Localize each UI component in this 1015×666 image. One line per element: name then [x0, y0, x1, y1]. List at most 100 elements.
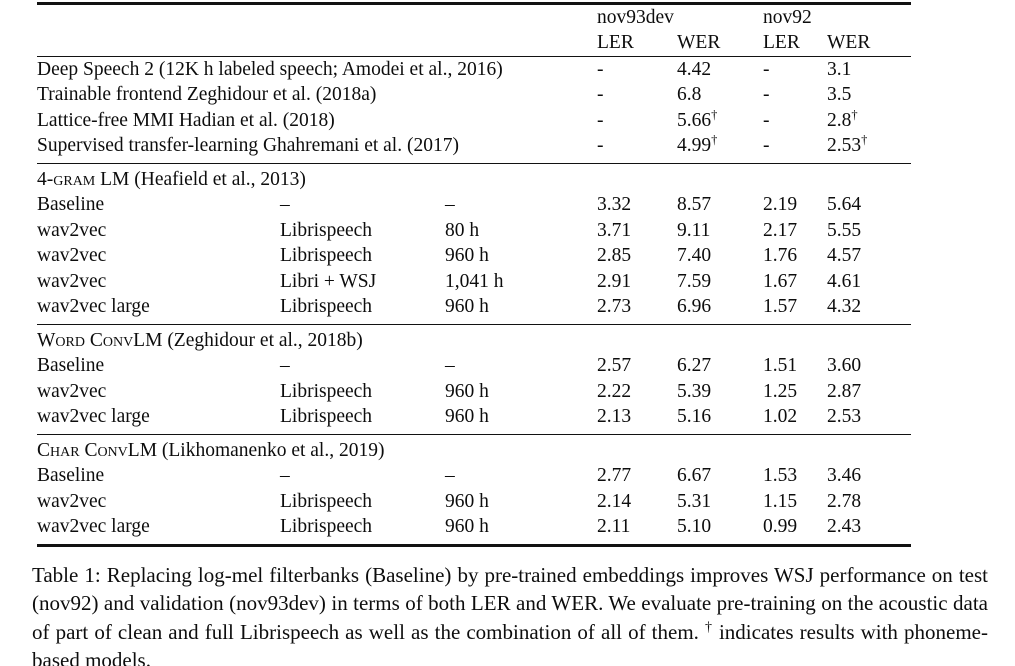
cell-hours: 960 h — [445, 245, 489, 266]
cell-wer-test: 4.57 — [827, 245, 862, 266]
dagger-superscript: † — [851, 107, 858, 121]
section-header-4gram-lm: 4-gram LM (Heafield et al., 2013) — [37, 162, 911, 193]
cell-model: wav2vec — [37, 490, 107, 512]
section-4gram-lm: 4-gram LM (Heafield et al., 2013) Baseli… — [37, 162, 911, 324]
value: 6.8 — [677, 84, 702, 105]
cell-data: Librispeech — [280, 380, 373, 402]
cell-wer-test: 2.53† — [827, 132, 911, 164]
cell-ler-dev: - — [597, 109, 604, 131]
dagger-superscript: † — [861, 132, 868, 147]
cell-ler-test: 2.17 — [763, 219, 798, 241]
cell-ler-test: 1.02 — [763, 406, 798, 427]
cell-ler-dev: 2.85 — [597, 245, 632, 266]
cell-model: Deep Speech 2 (12K h labeled speech; Amo… — [37, 58, 503, 80]
cell-ler-dev: 2.57 — [597, 355, 632, 376]
dagger-superscript: † — [711, 132, 718, 147]
table-caption: Table 1: Replacing log-mel filterbanks (… — [32, 561, 988, 666]
empty-header-cell — [37, 4, 597, 31]
cell-model: Baseline — [37, 355, 105, 376]
cell-hours: – — [445, 465, 455, 486]
cell-wer-dev: 7.59 — [677, 270, 712, 292]
cell-wer-test: 5.64 — [827, 194, 862, 215]
cell-wer-dev: 6.27 — [677, 355, 712, 376]
cell-wer-test: 4.32 — [827, 296, 862, 317]
cell-ler-test: 1.51 — [763, 355, 798, 376]
table-row: Deep Speech 2 (12K h labeled speech; Amo… — [37, 57, 911, 83]
value: 2.8 — [827, 109, 852, 131]
caption-text-before-dagger: Table 1: Replacing log-mel filterbanks (… — [32, 562, 988, 644]
value: 2.53 — [827, 135, 862, 156]
cell-data: Librispeech — [280, 406, 373, 427]
section-header-char-convlm: Char ConvLM (Likhomanenko et al., 2019) — [37, 433, 911, 464]
section-header-row: Word ConvLM (Zeghidour et al., 2018b) — [37, 323, 911, 354]
cell-wer-test: 2.78 — [827, 490, 862, 512]
cell-wer-dev: 5.66† — [677, 108, 763, 134]
cell-data: – — [280, 465, 290, 486]
cell-wer-test: 3.1 — [827, 57, 911, 83]
cell-model: Trainable frontend Zeghidour et al. (201… — [37, 84, 377, 105]
cell-hours: 960 h — [445, 516, 489, 537]
cell-model: wav2vec — [37, 380, 107, 402]
cell-wer-dev: 7.40 — [677, 245, 712, 266]
section-name: Char ConvLM — [37, 439, 158, 461]
cell-hours: – — [445, 355, 455, 376]
cell-model: wav2vec — [37, 219, 107, 241]
cell-ler-dev: 3.32 — [597, 194, 632, 215]
cell-model: wav2vec large — [37, 406, 150, 427]
cell-data: Librispeech — [280, 516, 373, 537]
table-header: nov93dev nov92 LER WER LER WER — [37, 4, 911, 57]
cell-model: wav2vec large — [37, 516, 150, 537]
cell-ler-test: - — [763, 135, 770, 156]
table-row: wav2vec Librispeech 960 h 2.22 5.39 1.25… — [37, 379, 911, 405]
cell-wer-dev: 5.10 — [677, 516, 712, 537]
section-header-row: Char ConvLM (Likhomanenko et al., 2019) — [37, 433, 911, 464]
cell-ler-dev: - — [597, 135, 604, 156]
section-citation: (Heafield et al., 2013) — [134, 168, 306, 190]
cell-wer-test: 3.60 — [827, 355, 862, 376]
results-table: nov93dev nov92 LER WER LER WER Deep Spee… — [37, 2, 911, 547]
section-name: 4-gram LM — [37, 168, 130, 190]
section-header-row: 4-gram LM (Heafield et al., 2013) — [37, 162, 911, 193]
cell-wer-dev: 6.67 — [677, 465, 712, 486]
cell-ler-dev: - — [597, 84, 604, 105]
table-row: wav2vec Librispeech 960 h 2.14 5.31 1.15… — [37, 489, 911, 515]
cell-ler-dev: 2.91 — [597, 270, 632, 292]
cell-data: Librispeech — [280, 490, 373, 512]
cell-ler-dev: 2.73 — [597, 296, 632, 317]
dagger-superscript: † — [711, 107, 718, 121]
cell-ler-dev: 2.77 — [597, 465, 632, 486]
value: 5.66 — [677, 109, 712, 131]
cell-ler-test: 1.53 — [763, 465, 798, 486]
col-group-nov92: nov92 — [763, 6, 812, 28]
table-row: Baseline – – 2.57 6.27 1.51 3.60 — [37, 354, 911, 380]
col-group-nov93dev: nov93dev — [597, 6, 674, 28]
table-row: Trainable frontend Zeghidour et al. (201… — [37, 83, 911, 109]
table-row: wav2vec large Librispeech 960 h 2.11 5.1… — [37, 515, 911, 546]
col-header-wer-test: WER — [827, 30, 911, 57]
cell-hours: 960 h — [445, 490, 489, 512]
cell-wer-test: 2.8† — [827, 108, 911, 134]
cell-wer-dev: 5.31 — [677, 490, 712, 512]
column-header-row: LER WER LER WER — [37, 30, 911, 57]
table-row: wav2vec Libri + WSJ 1,041 h 2.91 7.59 1.… — [37, 269, 911, 295]
cell-ler-dev: 3.71 — [597, 219, 632, 241]
cell-wer-test: 3.46 — [827, 465, 862, 486]
cell-wer-dev: 4.42 — [677, 57, 763, 83]
section-char-convlm: Char ConvLM (Likhomanenko et al., 2019) … — [37, 433, 911, 546]
cell-ler-test: - — [763, 58, 770, 80]
value: 4.42 — [677, 58, 712, 80]
cell-model: wav2vec — [37, 270, 107, 292]
cell-wer-test: 5.55 — [827, 219, 862, 241]
cell-data: – — [280, 355, 290, 376]
cell-wer-test: 2.53 — [827, 406, 862, 427]
cell-wer-dev: 6.8 — [677, 83, 763, 109]
cell-ler-dev: - — [597, 58, 604, 80]
cell-hours: 80 h — [445, 219, 480, 241]
col-header-wer-dev: WER — [677, 30, 763, 57]
cell-hours: 960 h — [445, 380, 489, 402]
cell-data: Librispeech — [280, 245, 373, 266]
cell-ler-dev: 2.11 — [597, 516, 631, 537]
cell-data: Librispeech — [280, 219, 373, 241]
table-row: Baseline – – 2.77 6.67 1.53 3.46 — [37, 464, 911, 490]
column-group-row: nov93dev nov92 — [37, 4, 911, 31]
